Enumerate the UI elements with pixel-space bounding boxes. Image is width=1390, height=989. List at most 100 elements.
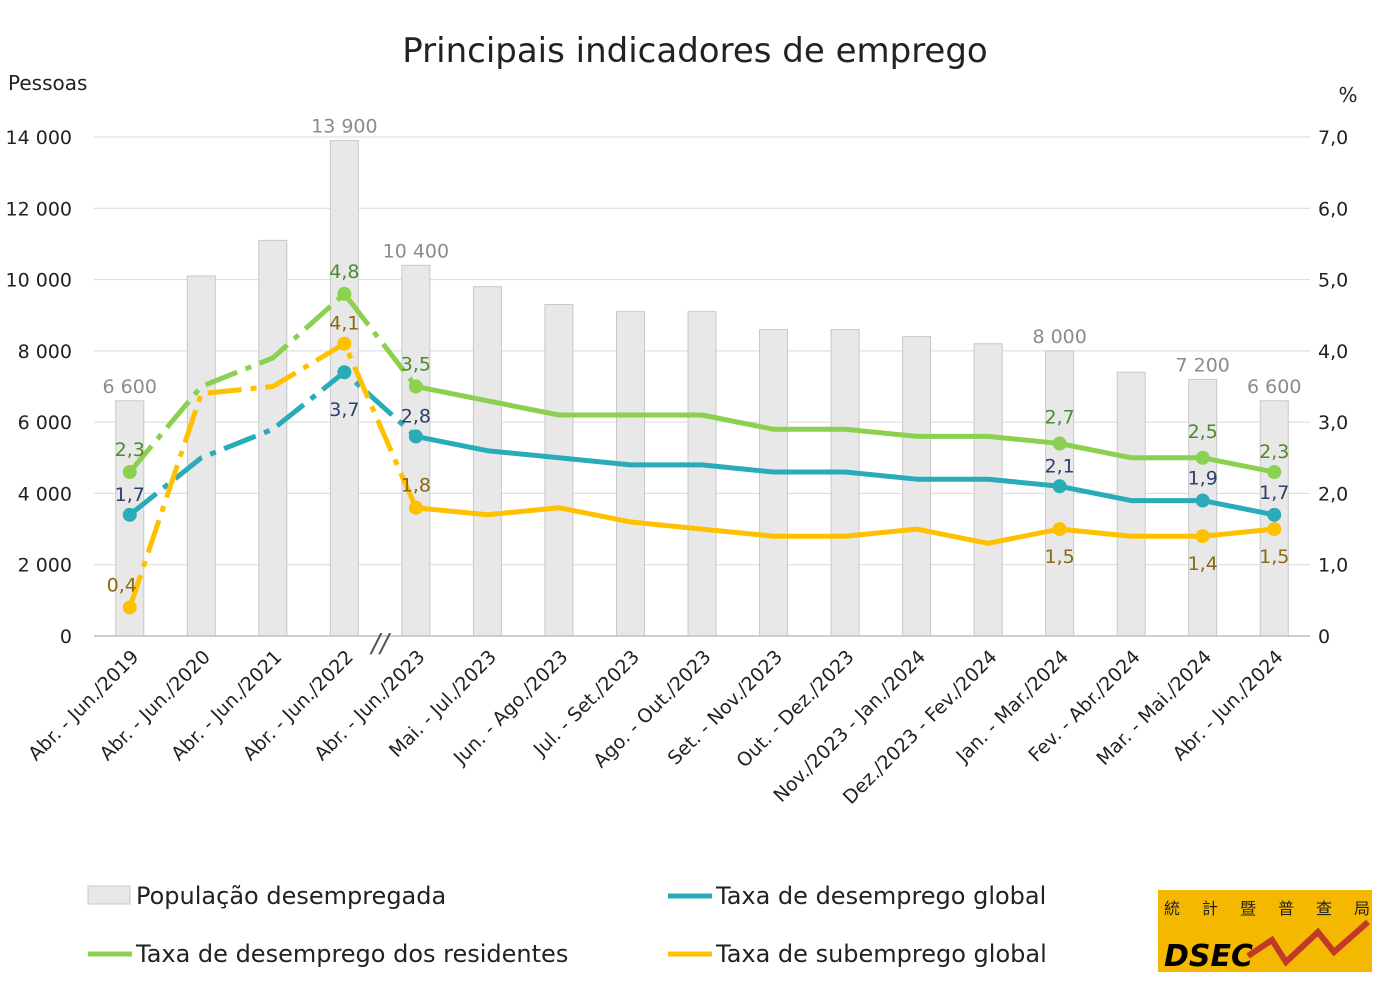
series-value-label: 3,5	[401, 354, 431, 376]
series-value-label: 1,7	[115, 484, 145, 506]
y-left-tick-label: 2 000	[18, 555, 72, 577]
y-right-tick-label: 0	[1318, 626, 1330, 648]
series-line-dashed	[127, 291, 418, 474]
series-marker	[1267, 507, 1282, 522]
series-value-label: 2,3	[115, 439, 145, 461]
series-marker	[122, 507, 137, 522]
series-marker	[1267, 465, 1282, 480]
bar	[902, 336, 932, 637]
bar	[544, 304, 574, 637]
line-series	[122, 286, 1282, 615]
right-axis-unit: %	[1338, 83, 1357, 107]
series-value-label: 2,1	[1045, 455, 1075, 477]
bar-value-label: 6 600	[1247, 376, 1301, 398]
legend-label: Taxa de desemprego dos residentes	[135, 940, 568, 968]
series-marker	[408, 429, 423, 444]
series-marker	[122, 465, 137, 480]
legend-label: Taxa de desemprego global	[715, 882, 1046, 910]
series-marker	[1052, 479, 1067, 494]
bar	[258, 239, 288, 637]
series-value-label: 1,5	[1259, 546, 1289, 568]
bar-value-label: 8 000	[1032, 326, 1086, 348]
series-marker	[337, 286, 352, 301]
chart-title: Principais indicadores de emprego	[402, 31, 987, 71]
legend: População desempregada Taxa de desemprego…	[87, 882, 1047, 968]
logo-character: 暨	[1240, 899, 1256, 918]
logo-zigzag	[1246, 919, 1370, 967]
series-value-label: 2,5	[1188, 421, 1218, 443]
series-value-label: 1,7	[1259, 482, 1289, 504]
series-marker	[408, 379, 423, 394]
bar	[401, 264, 431, 637]
bar-value-label: 7 200	[1176, 354, 1230, 376]
bar	[472, 286, 502, 637]
series-value-label: 1,8	[401, 475, 431, 497]
series-marker	[1195, 493, 1210, 508]
series-marker	[122, 600, 137, 615]
series-value-label: 2,7	[1045, 407, 1075, 429]
series-marker	[337, 365, 352, 380]
series-value-label: 1,5	[1045, 546, 1075, 568]
logo-character: 統	[1164, 899, 1180, 918]
left-axis-unit: Pessoas	[8, 71, 87, 95]
series-value-label: 1,4	[1188, 553, 1218, 575]
bar	[615, 311, 645, 637]
y-left-tick-label: 14 000	[6, 127, 72, 149]
logo-name: DSEC	[1164, 939, 1253, 974]
y-left-tick-label: 0	[60, 626, 72, 648]
legend-label: Taxa de subemprego global	[715, 940, 1047, 968]
bar	[186, 275, 216, 637]
bar-value-label: 6 600	[103, 376, 157, 398]
data-labels: 6 600 13 900 10 400 8 000 7 200 6 600 1,7 3,7 2,…	[103, 116, 1302, 597]
logo-character: 普	[1278, 899, 1294, 918]
series-value-label: 2,8	[401, 405, 431, 427]
logo-character: 查	[1316, 899, 1332, 918]
logo-character: 計	[1202, 899, 1218, 918]
series-value-label: 1,9	[1188, 468, 1218, 490]
y-right-tick-label: 7,0	[1318, 127, 1348, 149]
legend-swatch-bar	[87, 885, 131, 905]
y-right-tick-label: 1,0	[1318, 555, 1348, 577]
bar	[830, 328, 860, 637]
series-marker	[1267, 522, 1282, 537]
series-marker	[1195, 529, 1210, 544]
bar	[687, 311, 717, 637]
series-value-label: 0,4	[107, 574, 137, 596]
series-line	[415, 505, 1275, 546]
series-value-label: 3,7	[329, 399, 359, 421]
bar	[759, 328, 789, 637]
y-right-tick-label: 4,0	[1318, 341, 1348, 363]
bar	[1116, 371, 1146, 637]
dsec-logo: 統 計 暨 普 查 局 DSEC	[1158, 890, 1372, 974]
y-right-tick-label: 5,0	[1318, 270, 1348, 292]
logo-background	[1158, 890, 1372, 972]
series-value-label: 4,8	[329, 261, 359, 283]
y-right-tick-label: 6,0	[1318, 198, 1348, 220]
series-value-label: 4,1	[329, 313, 359, 335]
series-marker	[337, 336, 352, 351]
bar	[329, 140, 359, 637]
series-marker	[1195, 450, 1210, 465]
logo-character: 局	[1354, 899, 1370, 918]
y-left-tick-label: 8 000	[18, 341, 72, 363]
series-marker	[1052, 522, 1067, 537]
bar-series	[115, 140, 1289, 637]
y-left-tick-label: 10 000	[6, 270, 72, 292]
y-left-tick-label: 12 000	[6, 198, 72, 220]
series-value-label: 2,3	[1259, 441, 1289, 463]
legend-label: População desempregada	[136, 882, 446, 910]
y-right-tick-label: 2,0	[1318, 483, 1348, 505]
y-right-tick-label: 3,0	[1318, 412, 1348, 434]
series-marker	[1052, 436, 1067, 451]
series-marker	[408, 500, 423, 515]
series-line	[415, 384, 1275, 475]
bar	[1045, 350, 1075, 637]
bar	[1188, 378, 1218, 637]
y-left-tick-label: 4 000	[18, 483, 72, 505]
axis-break-marker: //	[369, 629, 392, 659]
series-line-dashed	[127, 341, 419, 609]
y-left-tick-label: 6 000	[18, 412, 72, 434]
bar-value-label: 13 900	[311, 116, 377, 138]
series-line	[415, 433, 1275, 518]
